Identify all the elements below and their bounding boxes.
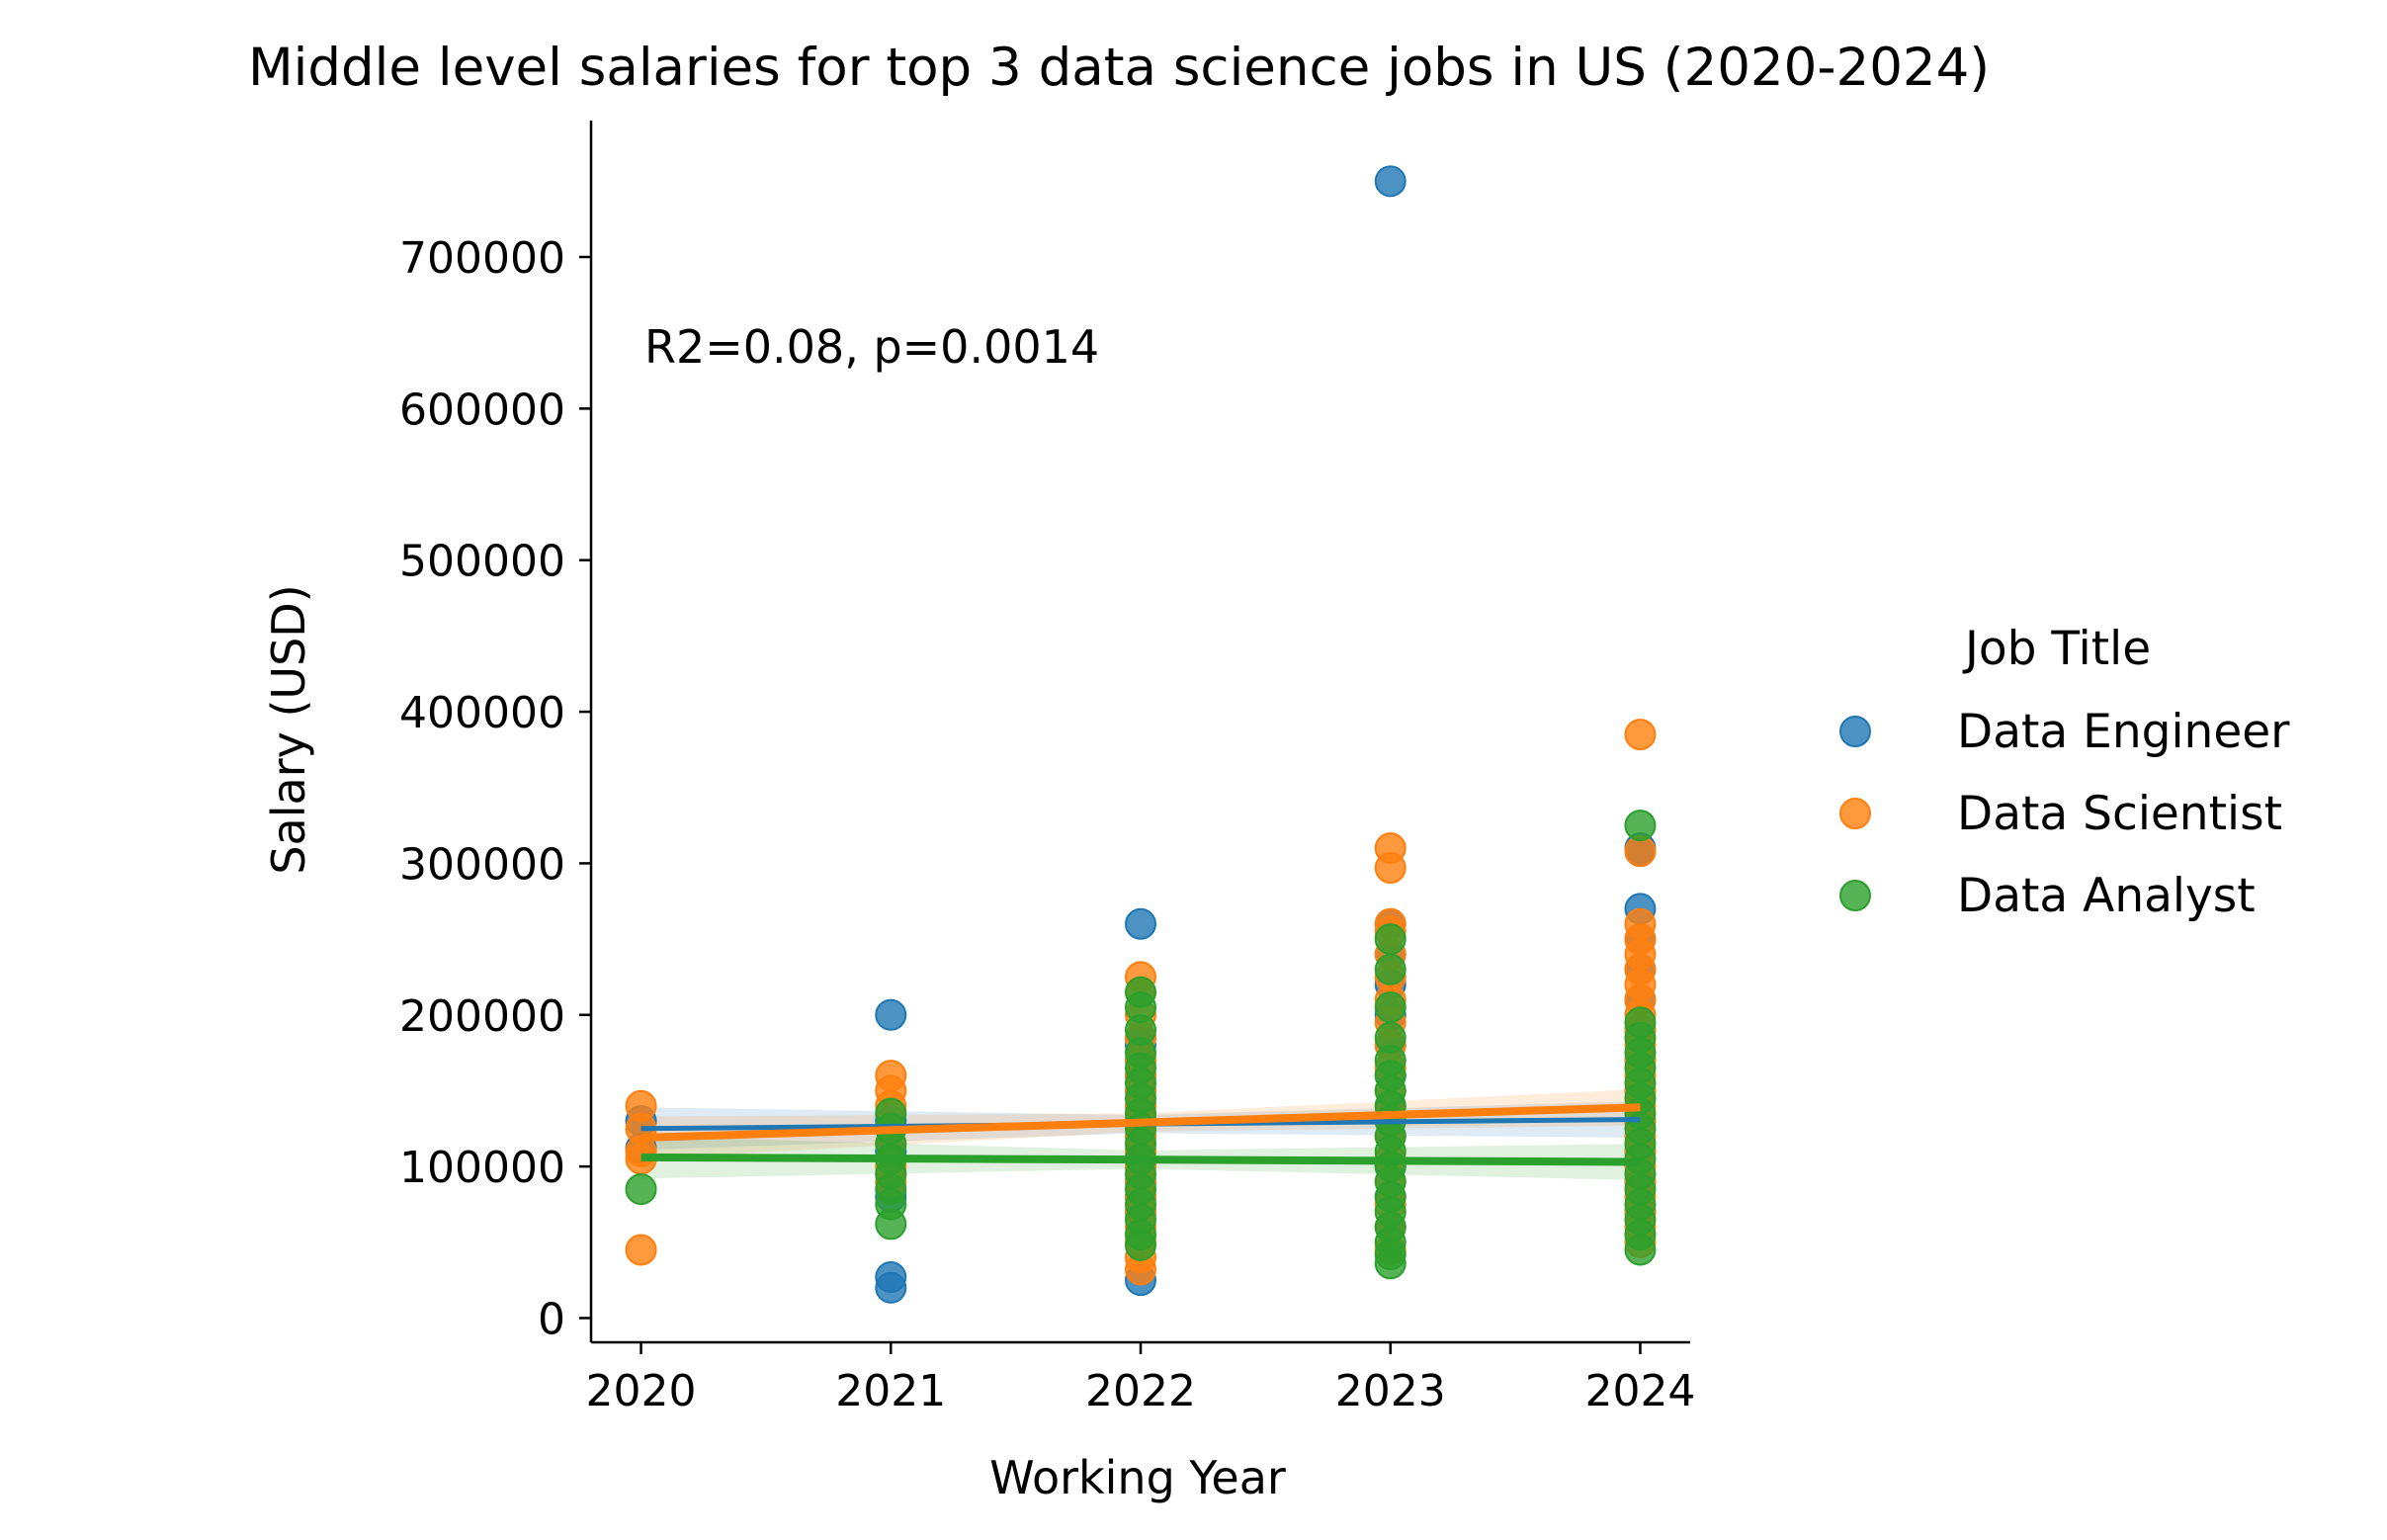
y-tick-label: 100000 <box>399 1143 565 1193</box>
data-point <box>1374 165 1407 198</box>
y-tick-label: 600000 <box>399 385 565 435</box>
y-tick-label: 0 <box>538 1294 565 1344</box>
legend-marker <box>1839 716 1871 747</box>
x-tick-label: 2022 <box>1085 1366 1196 1416</box>
data-point <box>625 1173 657 1206</box>
legend-label: Data Engineer <box>1957 705 2290 759</box>
y-tick-label: 700000 <box>399 233 565 284</box>
stats-annotation: R2=0.08, p=0.0014 <box>644 320 1099 374</box>
data-point <box>1374 923 1407 956</box>
data-point <box>875 1271 907 1304</box>
data-point <box>1624 810 1657 842</box>
legend-title: Job Title <box>1962 622 2151 676</box>
y-tick-label: 200000 <box>399 991 565 1042</box>
x-tick-label: 2024 <box>1584 1366 1695 1416</box>
y-tick-label: 400000 <box>399 688 565 738</box>
data-point <box>1374 852 1407 885</box>
data-point <box>1374 1247 1407 1280</box>
data-point <box>875 998 907 1031</box>
data-point <box>625 1234 657 1266</box>
data-point <box>1125 1229 1156 1261</box>
legend-label: Data Scientist <box>1957 787 2282 841</box>
legend: Job Title Data Engineer Data Scientist Dat… <box>1839 622 2290 923</box>
y-tick-label: 500000 <box>399 537 565 587</box>
data-point <box>1374 991 1407 1024</box>
y-axis-title: Salary (USD) <box>262 584 315 874</box>
data-point <box>1374 953 1407 985</box>
legend-marker <box>1839 798 1871 829</box>
x-axis: 2020 2021 2022 2023 2024 <box>586 1340 1695 1416</box>
regression-line <box>640 1103 1641 1142</box>
y-tick-label: 300000 <box>399 839 565 890</box>
chart-title: Middle level salaries for top 3 data sci… <box>248 38 1990 98</box>
plot-area <box>625 165 1657 1304</box>
legend-label: Data Analyst <box>1957 869 2256 923</box>
data-point <box>875 1208 907 1241</box>
x-tick-label: 2021 <box>835 1366 946 1416</box>
regression-line <box>640 1153 1641 1166</box>
data-point <box>1624 1234 1657 1266</box>
legend-marker <box>1839 880 1871 911</box>
x-axis-title: Working Year <box>989 1451 1286 1504</box>
y-axis: 0 100000 200000 300000 400000 500000 600000 700… <box>399 121 593 1344</box>
data-point <box>1125 907 1156 940</box>
x-tick-label: 2023 <box>1335 1366 1446 1416</box>
x-tick-label: 2020 <box>586 1366 697 1416</box>
data-point <box>1624 719 1657 751</box>
